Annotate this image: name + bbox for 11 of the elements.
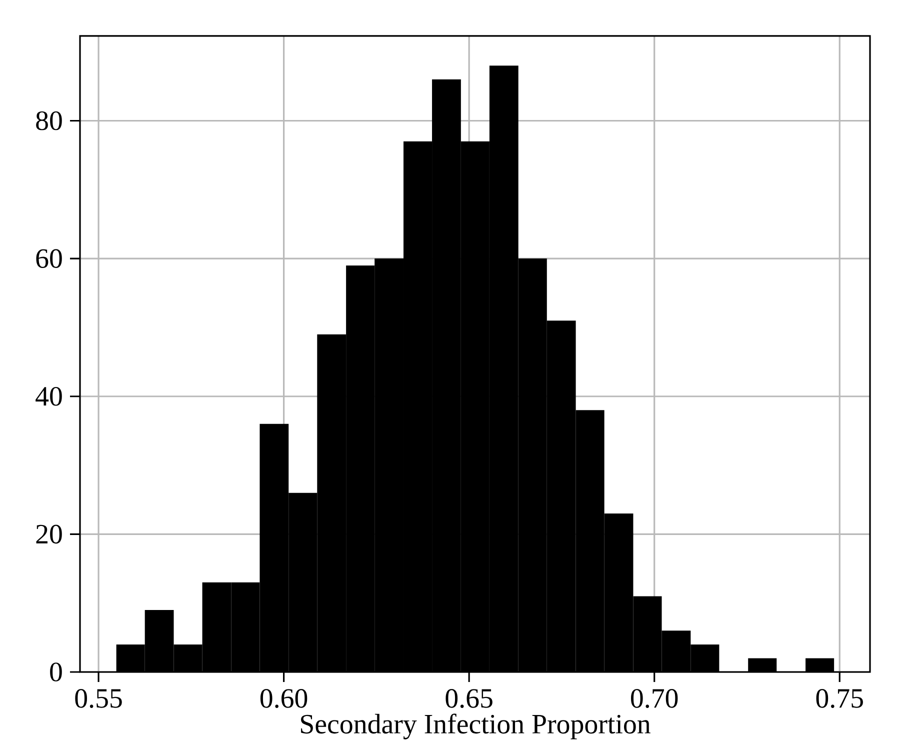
y-tick-label: 60 xyxy=(36,249,62,268)
x-tick-label: 0.70 xyxy=(631,689,678,708)
x-tick-label: 0.75 xyxy=(816,689,863,708)
x-tick-label: 0.65 xyxy=(446,689,492,708)
y-tick-label: 80 xyxy=(36,111,62,130)
x-axis-title: Secondary Infection Proportion xyxy=(301,714,650,740)
x-tick-label: 0.55 xyxy=(75,689,122,708)
y-tick-label: 0 xyxy=(50,662,62,682)
x-tick-label: 0.60 xyxy=(260,689,308,708)
y-tick-label: 40 xyxy=(36,386,62,406)
y-tick-label: 20 xyxy=(36,524,62,544)
